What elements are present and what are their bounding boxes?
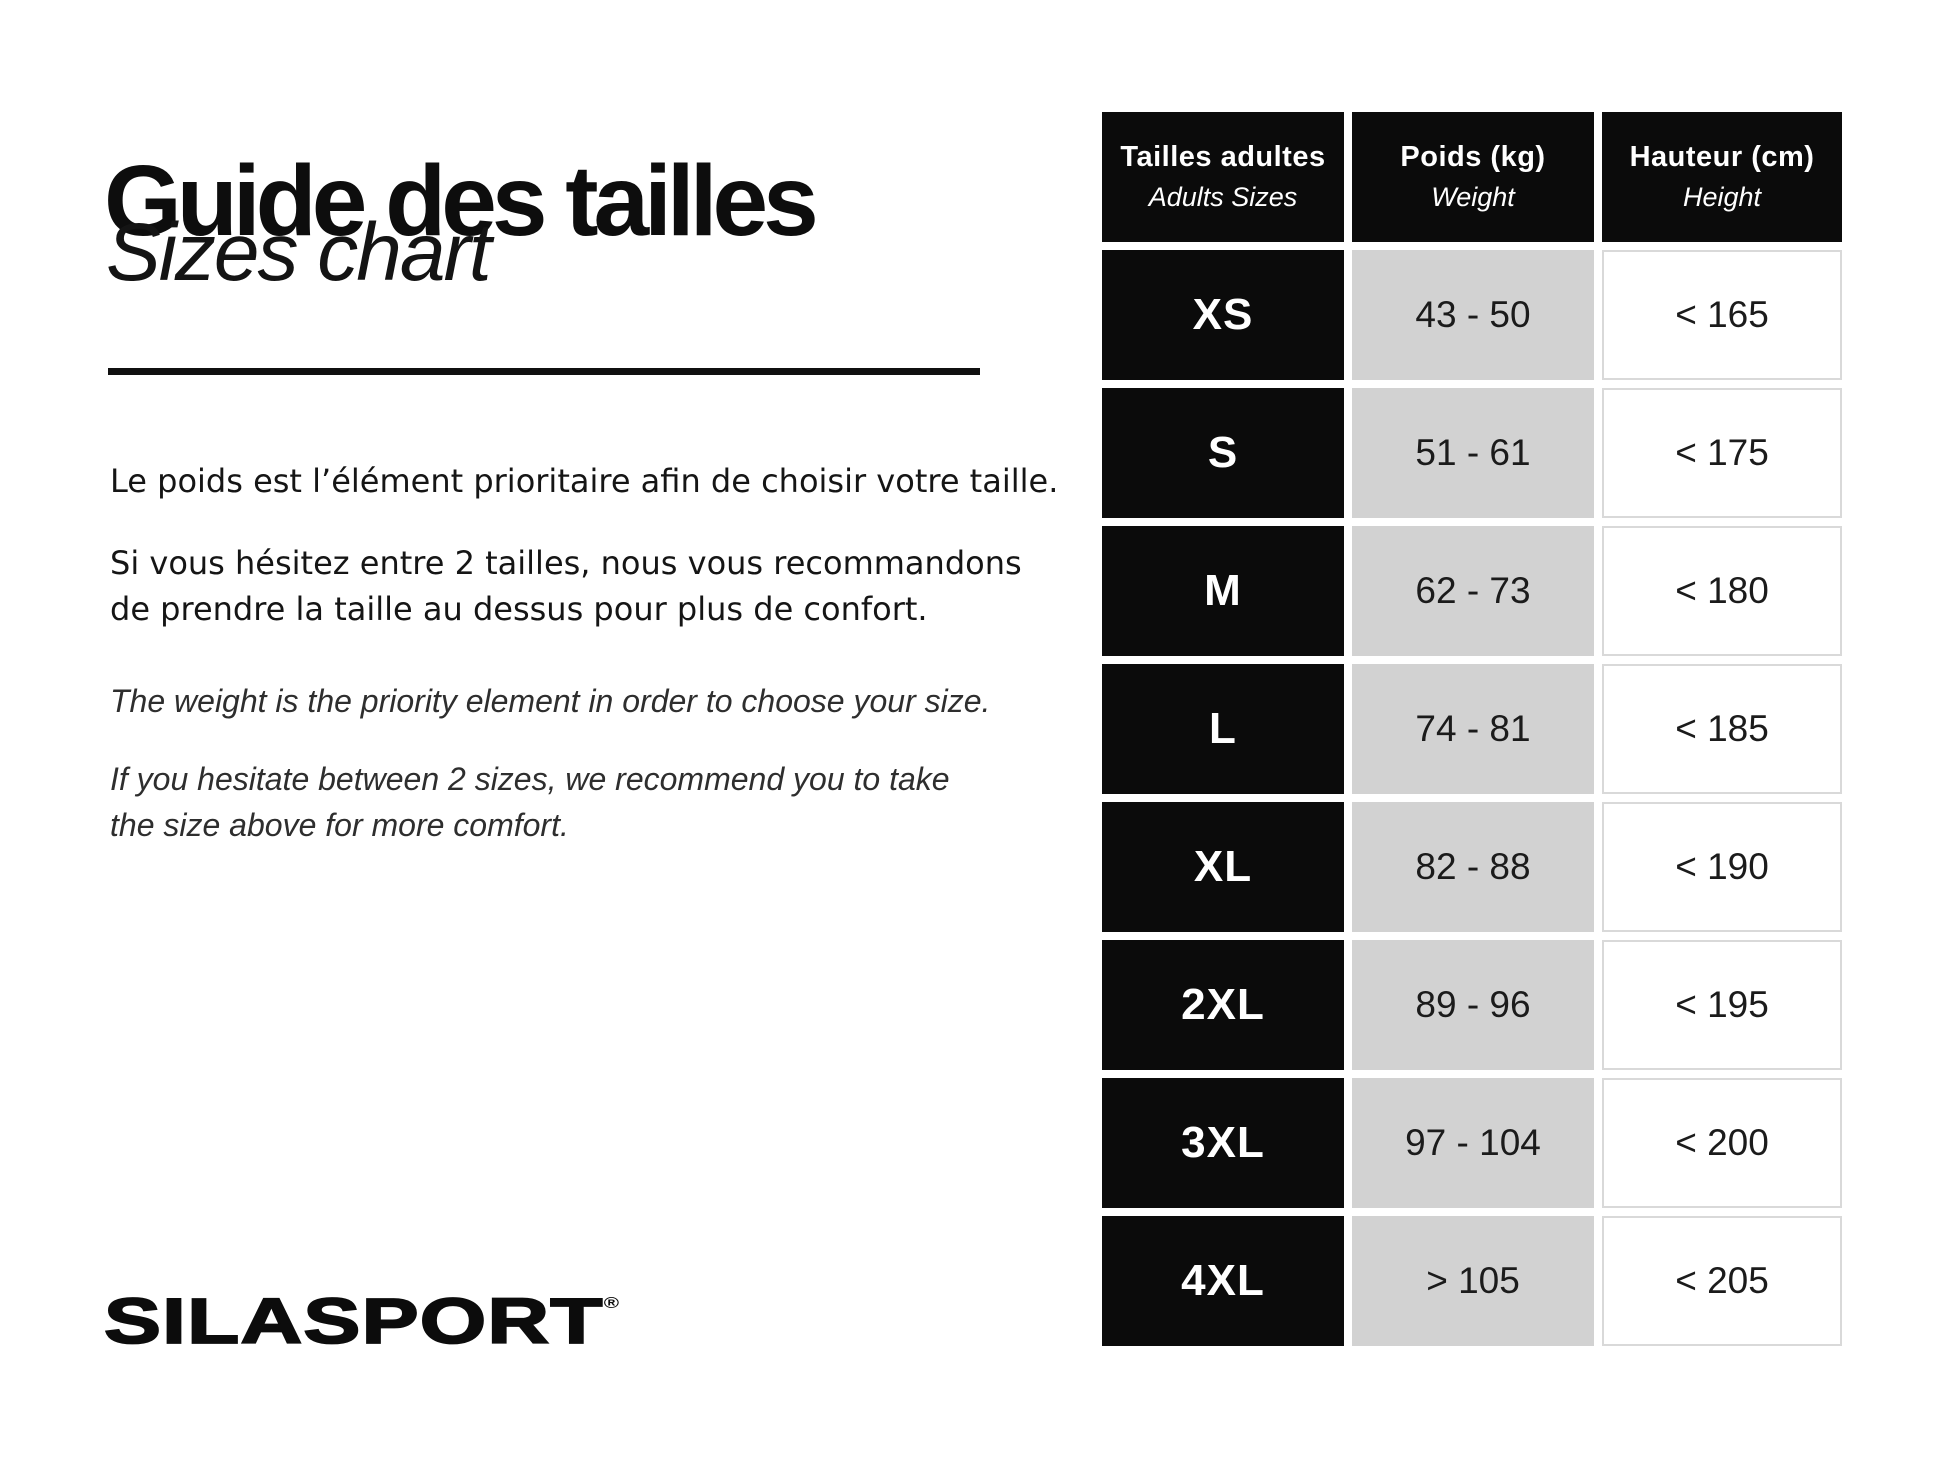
text-line: the size above for more comfort. [110,807,569,843]
col-header-weight-fr: Poids (kg) [1400,141,1546,173]
weight-cell-3xl: 97 - 104 [1352,1078,1594,1208]
size-cell-4xl: 4XL [1102,1216,1344,1346]
col-header-weight: Poids (kg) Weight [1352,112,1594,242]
size-cell-2xl: 2XL [1102,940,1344,1070]
height-cell-4xl: < 205 [1602,1216,1842,1346]
col-header-height-en: Height [1682,182,1762,212]
text-line: de prendre la taille au dessus pour plus… [110,590,928,628]
text-line: If you hesitate between 2 sizes, we reco… [110,761,950,797]
size-cell-l: L [1102,664,1344,794]
col-header-sizes-en: Adults Sizes [1148,182,1298,212]
intro-en-weight: The weight is the priority element in or… [110,678,990,724]
weight-cell-xs: 43 - 50 [1352,250,1594,380]
page-title-en: Sizes chart [106,207,492,298]
size-cell-xs: XS [1102,250,1344,380]
weight-cell-l: 74 - 81 [1352,664,1594,794]
weight-cell-m: 62 - 73 [1352,526,1594,656]
weight-cell-s: 51 - 61 [1352,388,1594,518]
brand-logo: SILASPORT® [103,1284,619,1358]
sizes-table: Tailles adultes Adults Sizes Poids (kg) … [1102,112,1842,1346]
size-cell-m: M [1102,526,1344,656]
weight-cell-xl: 82 - 88 [1352,802,1594,932]
intro-fr-hesitate: Si vous hésitez entre 2 tailles, nous vo… [110,540,1022,632]
col-header-sizes-fr: Tailles adultes [1120,141,1326,173]
registered-mark: ® [603,1294,619,1312]
text-line: The weight is the priority element in or… [110,683,991,719]
height-cell-2xl: < 195 [1602,940,1842,1070]
intro-en-hesitate: If you hesitate between 2 sizes, we reco… [110,756,950,848]
size-cell-3xl: 3XL [1102,1078,1344,1208]
height-cell-l: < 185 [1602,664,1842,794]
col-header-height: Hauteur (cm) Height [1602,112,1842,242]
size-cell-s: S [1102,388,1344,518]
col-header-weight-en: Weight [1431,182,1515,212]
title-divider [108,368,980,375]
text-line: Le poids est l’élément prioritaire afin … [110,462,1059,500]
weight-cell-4xl: > 105 [1352,1216,1594,1346]
height-cell-xs: < 165 [1602,250,1842,380]
brand-logo-text: SILASPORT [103,1284,604,1358]
col-header-sizes: Tailles adultes Adults Sizes [1102,112,1344,242]
weight-cell-2xl: 89 - 96 [1352,940,1594,1070]
size-cell-xl: XL [1102,802,1344,932]
height-cell-s: < 175 [1602,388,1842,518]
text-line: Si vous hésitez entre 2 tailles, nous vo… [110,544,1022,582]
page-title-fr: Guide des tailles [104,145,819,257]
height-cell-xl: < 190 [1602,802,1842,932]
height-cell-3xl: < 200 [1602,1078,1842,1208]
intro-fr-weight: Le poids est l’élément prioritaire afin … [110,458,1058,504]
height-cell-m: < 180 [1602,526,1842,656]
col-header-height-fr: Hauteur (cm) [1629,141,1815,173]
